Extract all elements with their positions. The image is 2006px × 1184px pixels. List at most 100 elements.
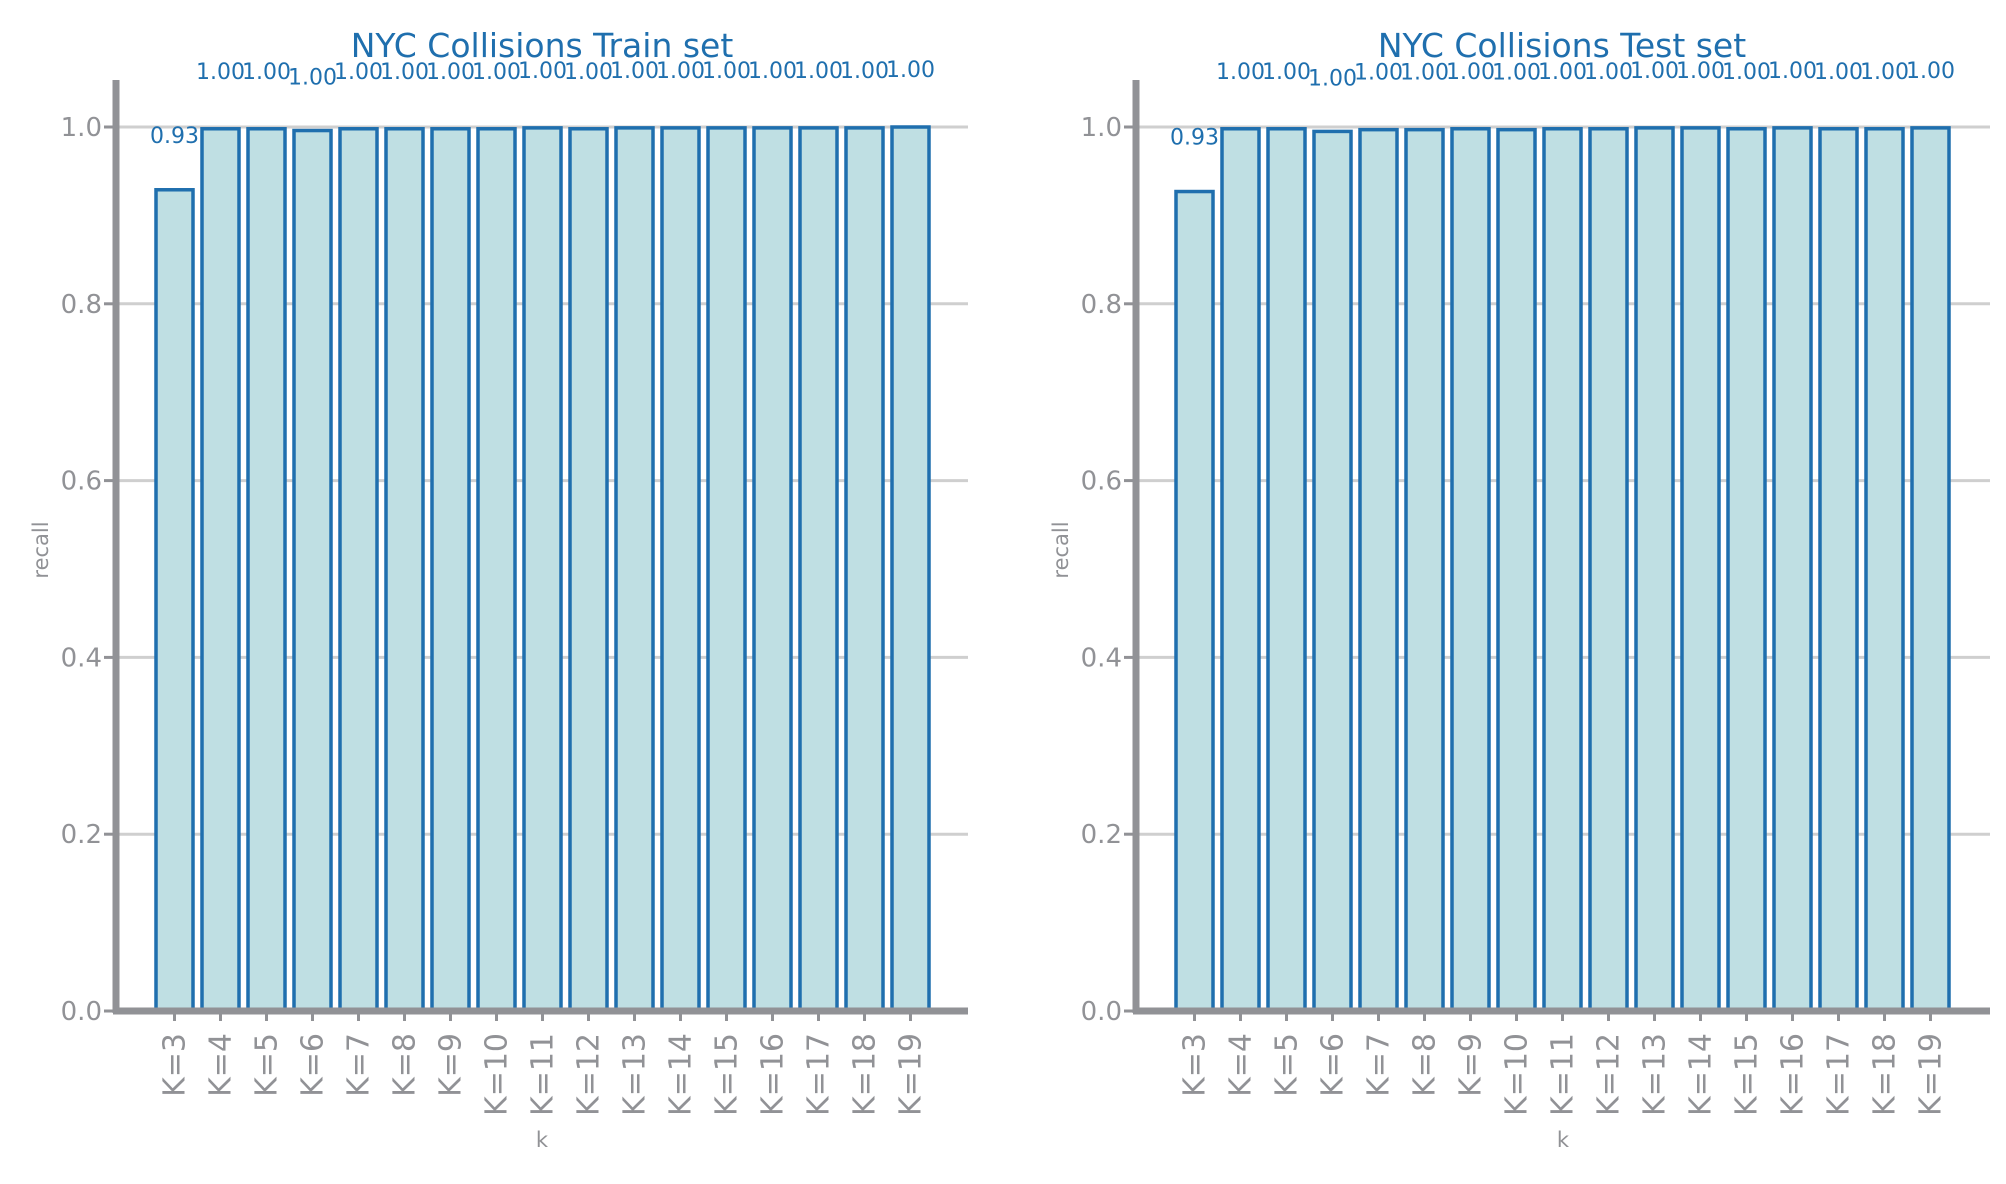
data-label: 1.00	[1768, 59, 1817, 84]
x-tick-label: K=17	[1822, 1033, 1857, 1116]
bar	[246, 127, 287, 1013]
bar	[568, 127, 609, 1013]
x-tick-label: K=15	[710, 1033, 745, 1116]
bar	[1450, 127, 1491, 1013]
data-label: 1.00	[748, 59, 797, 84]
y-tick-label: 1.0	[61, 113, 102, 143]
bar	[1266, 127, 1307, 1013]
y-tick-label: 0.2	[1081, 820, 1122, 850]
x-tick-label: K=12	[1592, 1033, 1627, 1116]
data-label: 1.00	[1630, 59, 1679, 84]
x-tick-label: K=4	[1224, 1033, 1259, 1097]
chart-title: NYC Collisions Test set	[1378, 26, 1746, 65]
x-tick-label: K=3	[158, 1033, 193, 1097]
data-label: 1.00	[472, 60, 521, 85]
data-label: 1.00	[1446, 60, 1495, 85]
data-label: 1.00	[1814, 60, 1863, 85]
x-tick-label: K=13	[618, 1033, 653, 1116]
chart-title: NYC Collisions Train set	[351, 26, 734, 65]
data-label: 1.00	[1262, 60, 1311, 85]
x-tick-label: K=5	[250, 1033, 285, 1097]
x-tick-label: K=10	[480, 1033, 515, 1116]
bar	[1864, 127, 1905, 1013]
bar	[1818, 127, 1859, 1013]
data-label: 1.00	[426, 60, 475, 85]
bar	[1772, 126, 1813, 1013]
bar	[384, 127, 425, 1013]
y-tick-label: 0.4	[1081, 643, 1122, 673]
x-tick-label: K=14	[664, 1033, 699, 1116]
x-tick-label: K=6	[296, 1033, 331, 1097]
x-tick-label: K=15	[1730, 1033, 1765, 1116]
data-label: 1.00	[1354, 61, 1403, 86]
x-tick-label: K=5	[1270, 1033, 1305, 1097]
chart-panel-test: 0.0 0.2 0.4 0.6 0.8 1.0 0.93 K=3 1.00 K=4 1.00 K=5 1…	[1049, 26, 1990, 1152]
bar	[1542, 127, 1583, 1013]
data-label: 1.00	[196, 60, 245, 85]
x-tick-label: K=18	[848, 1033, 883, 1116]
x-tick-label: K=7	[1362, 1033, 1397, 1097]
data-label: 1.00	[1216, 60, 1265, 85]
x-tick-label: K=17	[802, 1033, 837, 1116]
y-tick-label: 0.0	[1081, 997, 1122, 1027]
bar	[798, 126, 839, 1013]
bar	[200, 127, 241, 1013]
x-axis-label: k	[536, 1128, 549, 1152]
y-tick-label: 0.8	[61, 290, 102, 320]
y-axis-label: recall	[1049, 521, 1073, 578]
bar	[1404, 127, 1445, 1013]
x-tick-label: K=3	[1178, 1033, 1213, 1097]
data-label: 1.00	[702, 59, 751, 84]
data-label: 1.00	[334, 60, 383, 85]
x-tick-label: K=8	[1408, 1033, 1443, 1097]
y-tick-label: 0.6	[61, 467, 102, 497]
data-label: 1.00	[1906, 59, 1955, 84]
x-tick-label: K=12	[572, 1033, 607, 1116]
bar	[890, 125, 931, 1013]
bar	[1634, 126, 1675, 1013]
y-tick-label: 0.8	[1081, 290, 1122, 320]
x-tick-label: K=16	[756, 1033, 791, 1116]
data-label: 1.00	[1584, 60, 1633, 85]
bar	[292, 128, 333, 1013]
y-tick-label: 0.4	[61, 643, 102, 673]
bar	[430, 127, 471, 1013]
y-tick-label: 0.6	[1081, 467, 1122, 497]
x-axis-label: k	[1557, 1128, 1570, 1152]
x-tick-label: K=6	[1316, 1033, 1351, 1097]
data-label: 1.00	[840, 59, 889, 84]
y-tick-label: 0.0	[61, 997, 102, 1027]
data-label: 1.00	[1400, 61, 1449, 86]
x-tick-label: K=11	[1546, 1033, 1581, 1116]
data-label: 1.00	[886, 58, 935, 83]
x-tick-label: K=7	[342, 1033, 377, 1097]
x-tick-label: K=9	[434, 1033, 469, 1097]
bar	[1496, 127, 1537, 1013]
x-tick-label: K=11	[526, 1033, 561, 1116]
bar	[706, 126, 747, 1013]
bar	[154, 188, 195, 1013]
data-label: 1.00	[1860, 60, 1909, 85]
bar	[476, 127, 517, 1013]
bar	[1312, 129, 1353, 1013]
data-label: 1.00	[1722, 60, 1771, 85]
y-tick-label: 1.0	[1081, 113, 1122, 143]
x-tick-label: K=10	[1500, 1033, 1535, 1116]
data-label: 0.93	[1170, 126, 1219, 151]
data-label: 1.00	[794, 59, 843, 84]
bar	[338, 127, 379, 1013]
data-label: 1.00	[1676, 59, 1725, 84]
x-tick-label: K=14	[1684, 1033, 1719, 1116]
x-tick-label: K=19	[894, 1033, 929, 1116]
data-label: 1.00	[518, 59, 567, 84]
y-axis-label: recall	[29, 521, 53, 578]
bar	[1174, 189, 1215, 1013]
bar	[614, 126, 655, 1013]
bar	[1910, 126, 1951, 1013]
data-label: 1.00	[288, 66, 337, 91]
chart-panel-train: 0.0 0.2 0.4 0.6 0.8 1.0 0.93 K=3 1.00 K=4 1.00 K=5 1…	[29, 26, 968, 1152]
bar	[844, 126, 885, 1013]
bar	[752, 126, 793, 1013]
bar	[1680, 126, 1721, 1013]
x-tick-label: K=13	[1638, 1033, 1673, 1116]
